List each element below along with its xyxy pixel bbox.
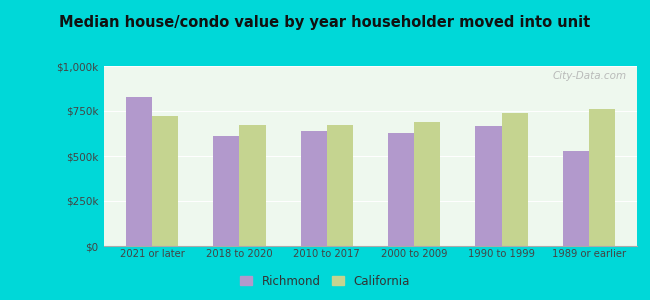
Bar [152, 116, 178, 246]
Bar [589, 109, 615, 246]
Bar [327, 125, 353, 246]
Bar [239, 125, 266, 246]
Bar [475, 126, 502, 246]
Bar [126, 97, 152, 246]
Bar [502, 113, 528, 246]
Bar [213, 136, 239, 246]
Bar [563, 151, 589, 246]
Text: City-Data.com: City-Data.com [552, 71, 627, 81]
Bar [388, 133, 414, 246]
Bar [300, 131, 327, 246]
Legend: Richmond, California: Richmond, California [237, 271, 413, 291]
Text: Median house/condo value by year householder moved into unit: Median house/condo value by year househo… [59, 15, 591, 30]
Bar [414, 122, 441, 246]
